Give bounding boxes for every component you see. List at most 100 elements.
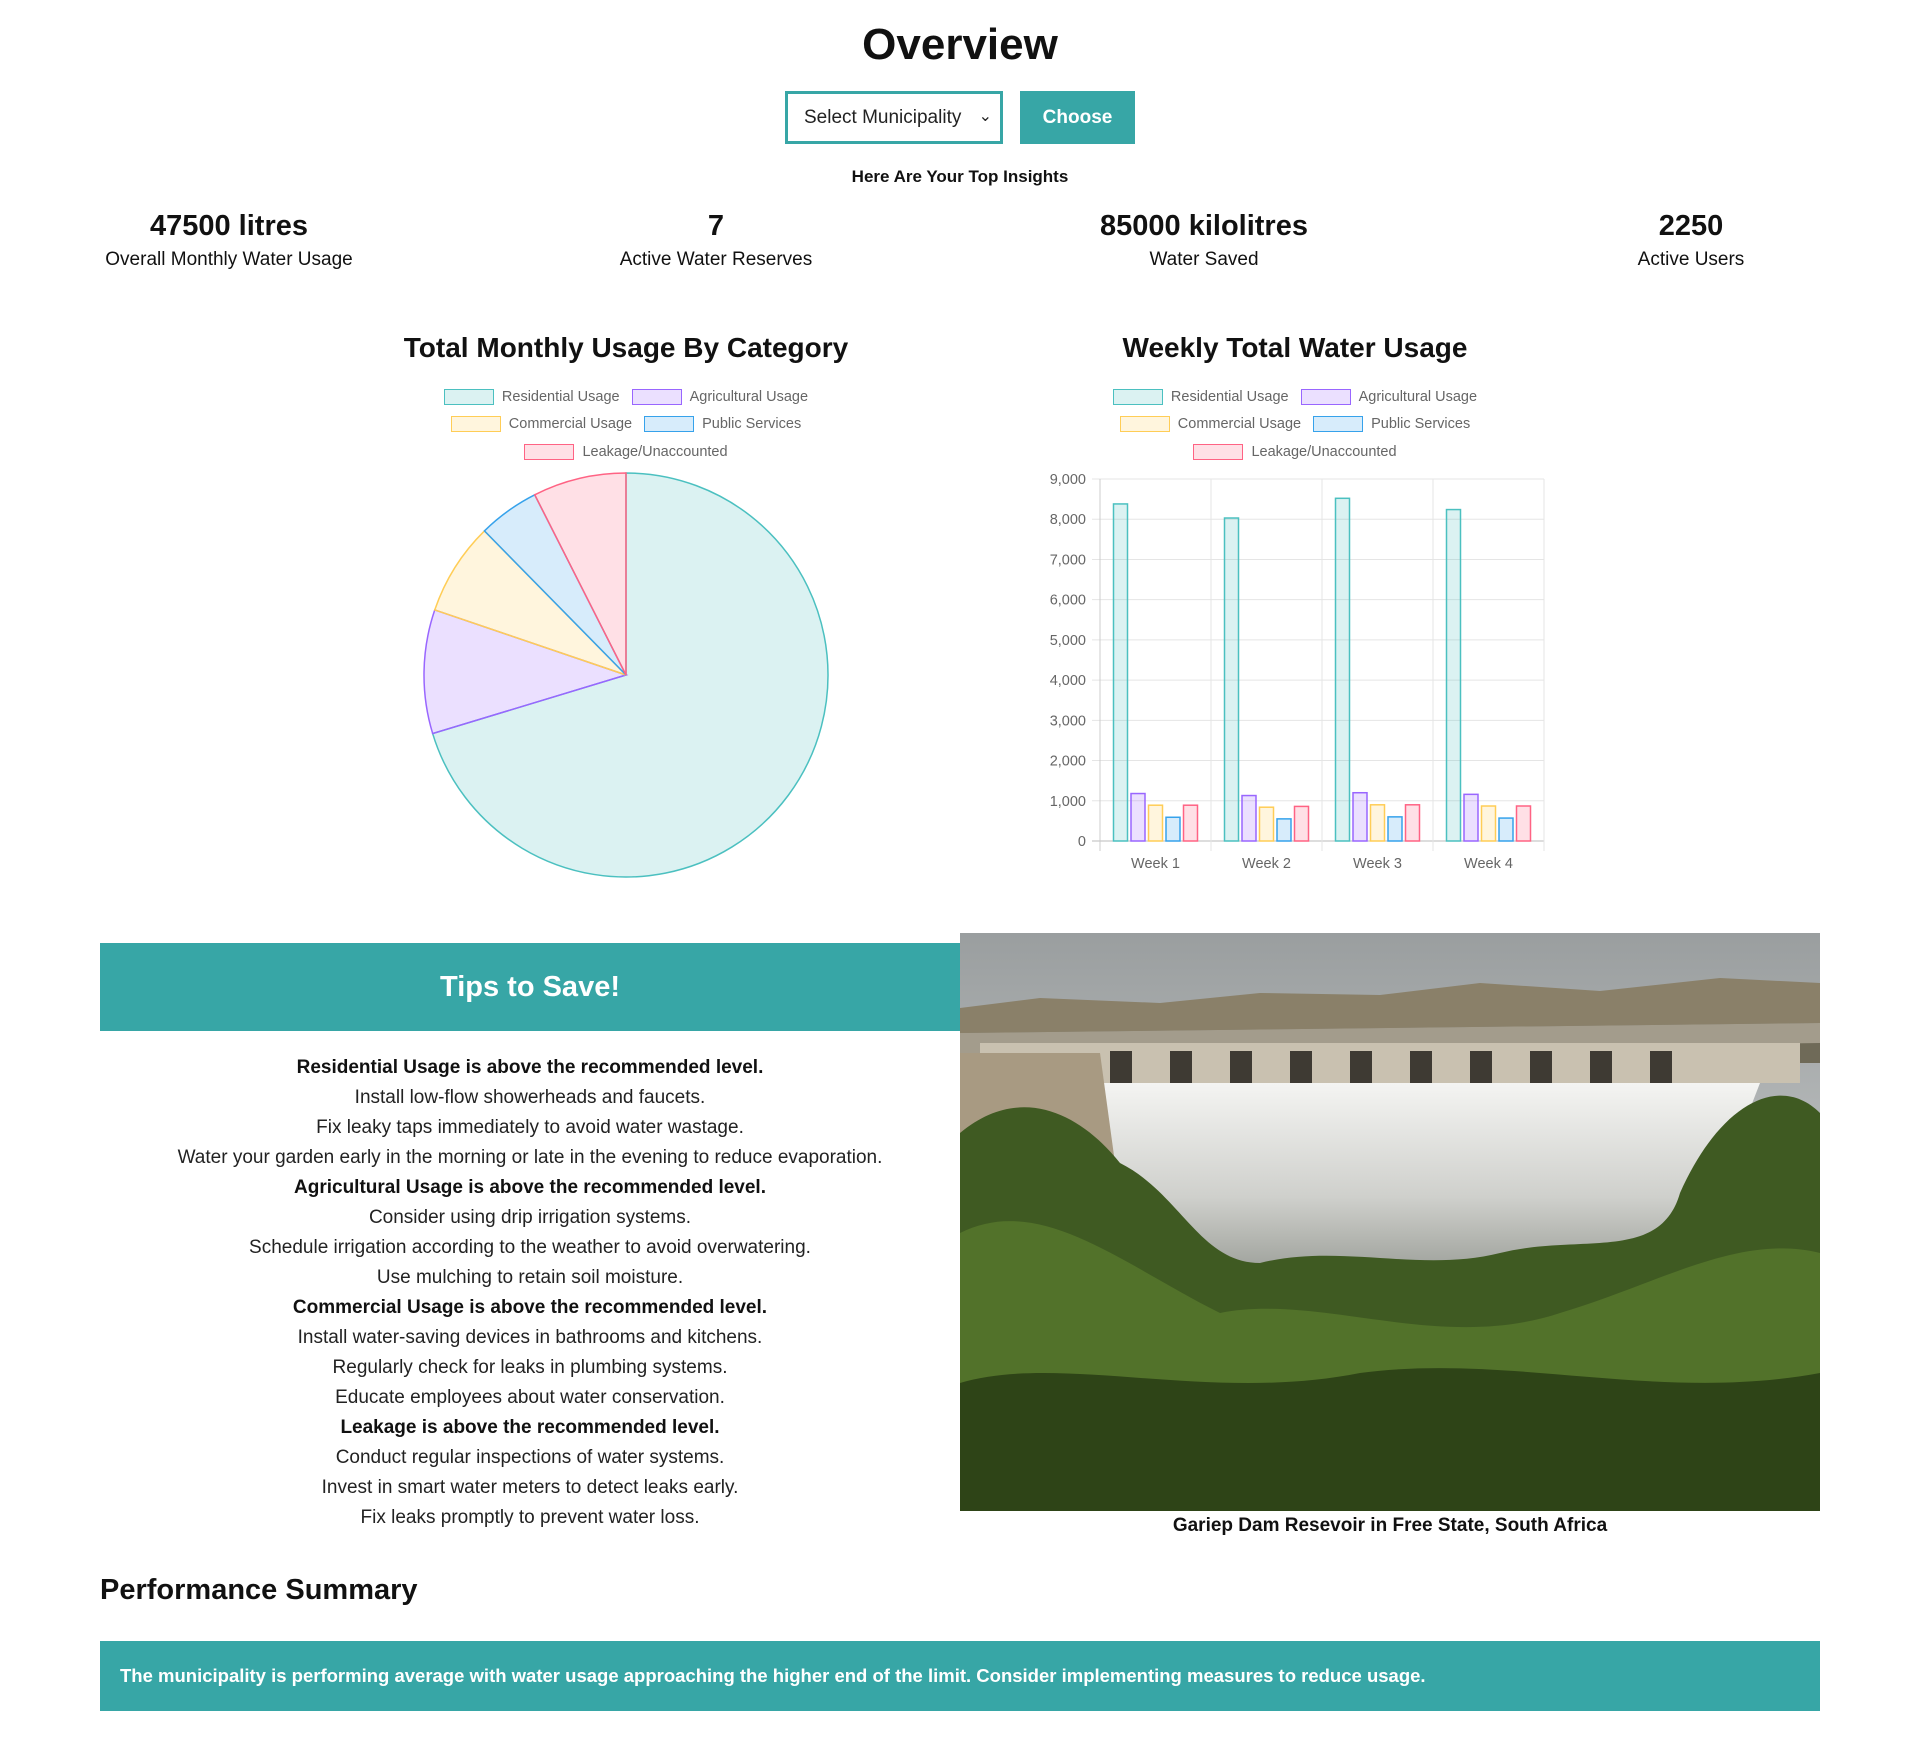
tip-item: Water your garden early in the morning o… bbox=[177, 1147, 883, 1168]
dam-photo bbox=[960, 933, 1820, 1511]
municipality-select[interactable]: Select Municipality ⌄ bbox=[785, 91, 1003, 144]
y-tick-label: 0 bbox=[1078, 834, 1086, 850]
legend-label: Residential Usage bbox=[501, 388, 620, 405]
legend-swatch bbox=[1119, 416, 1170, 433]
legend-item[interactable]: Commercial Usage bbox=[450, 416, 633, 433]
legend-item[interactable]: Leakage/Unaccounted bbox=[1193, 443, 1397, 460]
y-tick-label: 7,000 bbox=[1050, 552, 1086, 568]
tip-item: Install water-saving devices in bathroom… bbox=[297, 1327, 763, 1348]
tip-heading: Leakage is above the recommended level. bbox=[340, 1417, 720, 1438]
bar bbox=[1352, 791, 1368, 842]
bar bbox=[1241, 794, 1257, 842]
select-value: Select Municipality bbox=[804, 106, 962, 128]
bar bbox=[1223, 517, 1240, 842]
y-tick-label: 4,000 bbox=[1050, 673, 1086, 689]
stat-water-saved: 85000 kilolitres Water Saved bbox=[969, 210, 1439, 271]
bar bbox=[1293, 805, 1310, 842]
choose-button[interactable]: Choose bbox=[1020, 91, 1135, 144]
insights-heading: Here Are Your Top Insights bbox=[851, 167, 1069, 186]
pie-chart-title: Total Monthly Usage By Category bbox=[403, 332, 849, 363]
bar-chart-title: Weekly Total Water Usage bbox=[1122, 332, 1468, 363]
legend-item[interactable]: Residential Usage bbox=[443, 388, 620, 405]
stat-label: Active Water Reserves bbox=[619, 249, 813, 270]
legend-label: Leakage/Unaccounted bbox=[582, 443, 728, 460]
bar-legend: Residential Usage Agricultural Usage Comme… bbox=[995, 383, 1595, 466]
legend-label: Public Services bbox=[1371, 416, 1471, 433]
stat-label: Active Users bbox=[1637, 249, 1745, 270]
legend-swatch bbox=[524, 443, 575, 460]
legend-item[interactable]: Public Services bbox=[1313, 416, 1471, 433]
tip-heading: Commercial Usage is above the recommende… bbox=[292, 1297, 768, 1318]
stat-value: 47500 litres bbox=[149, 210, 308, 242]
bar bbox=[1445, 508, 1462, 842]
legend-swatch bbox=[450, 416, 501, 433]
legend-label: Commercial Usage bbox=[508, 416, 633, 433]
y-tick-label: 5,000 bbox=[1050, 633, 1086, 649]
tips-list: Residential Usage is above the recommend… bbox=[100, 1053, 960, 1533]
legend-item[interactable]: Residential Usage bbox=[1112, 388, 1289, 405]
legend-label: Agricultural Usage bbox=[1358, 388, 1478, 405]
legend-label: Public Services bbox=[702, 416, 802, 433]
bar bbox=[1463, 793, 1479, 842]
legend-item[interactable]: Public Services bbox=[644, 416, 802, 433]
x-tick-label: Week 1 bbox=[1131, 856, 1180, 872]
legend-swatch bbox=[1112, 388, 1163, 405]
tip-item: Schedule irrigation according to the wea… bbox=[249, 1237, 811, 1258]
stat-label: Overall Monthly Water Usage bbox=[105, 249, 353, 270]
stat-value: 85000 kilolitres bbox=[1100, 210, 1308, 242]
legend-item[interactable]: Agricultural Usage bbox=[631, 388, 809, 405]
tips-header: Tips to Save! bbox=[100, 943, 960, 1031]
bar bbox=[1276, 818, 1292, 842]
y-tick-label: 6,000 bbox=[1050, 593, 1086, 609]
legend-label: Leakage/Unaccounted bbox=[1251, 443, 1397, 460]
legend-swatch bbox=[1313, 416, 1364, 433]
pie-slice bbox=[533, 472, 627, 676]
bar bbox=[1480, 805, 1497, 842]
y-tick-label: 2,000 bbox=[1050, 754, 1086, 770]
chevron-down-icon: ⌄ bbox=[978, 108, 992, 125]
bar bbox=[1404, 804, 1421, 842]
stat-value: 2250 bbox=[1658, 210, 1724, 242]
y-tick-label: 3,000 bbox=[1050, 713, 1086, 729]
bar bbox=[1130, 792, 1146, 842]
legend-swatch bbox=[1300, 388, 1351, 405]
legend-swatch bbox=[644, 416, 695, 433]
tip-heading: Agricultural Usage is above the recommen… bbox=[294, 1177, 766, 1198]
x-tick-label: Week 4 bbox=[1464, 856, 1513, 872]
stat-active-users: 2250 Active Users bbox=[1456, 210, 1920, 271]
y-tick-label: 9,000 bbox=[1050, 472, 1086, 488]
tip-item: Invest in smart water meters to detect l… bbox=[321, 1477, 739, 1498]
page-title: Overview bbox=[862, 20, 1058, 69]
tip-item: Conduct regular inspections of water sys… bbox=[335, 1447, 725, 1468]
bar bbox=[1258, 806, 1275, 842]
legend-item[interactable]: Leakage/Unaccounted bbox=[524, 443, 728, 460]
bar bbox=[1387, 816, 1403, 842]
legend-swatch bbox=[1193, 443, 1244, 460]
legend-item[interactable]: Commercial Usage bbox=[1119, 416, 1301, 433]
pie-slice bbox=[431, 472, 829, 878]
bar bbox=[1498, 817, 1514, 842]
bar bbox=[1112, 503, 1129, 842]
photo-caption: Gariep Dam Resevoir in Free State, South… bbox=[1172, 1515, 1608, 1536]
bar bbox=[1334, 497, 1351, 842]
bar bbox=[1147, 804, 1164, 842]
legend-swatch bbox=[631, 388, 682, 405]
tip-item: Consider using drip irrigation systems. bbox=[368, 1207, 692, 1228]
tip-item: Fix leaks promptly to prevent water loss… bbox=[360, 1507, 700, 1528]
performance-summary-title: Performance Summary bbox=[100, 1574, 418, 1606]
y-tick-label: 1,000 bbox=[1050, 794, 1086, 810]
bar bbox=[1165, 816, 1181, 842]
stat-water-reserves: 7 Active Water Reserves bbox=[481, 210, 951, 271]
legend-item[interactable]: Agricultural Usage bbox=[1300, 388, 1478, 405]
performance-summary-message: The municipality is performing average w… bbox=[100, 1641, 1820, 1711]
stat-value: 7 bbox=[707, 210, 725, 242]
legend-label: Agricultural Usage bbox=[689, 388, 809, 405]
pie-legend: Residential Usage Agricultural Usage Comme… bbox=[326, 383, 926, 466]
bar bbox=[1182, 804, 1199, 842]
x-tick-label: Week 2 bbox=[1242, 856, 1291, 872]
tip-item: Fix leaky taps immediately to avoid wate… bbox=[316, 1117, 744, 1138]
legend-label: Residential Usage bbox=[1170, 388, 1289, 405]
stat-label: Water Saved bbox=[1149, 249, 1259, 270]
pie-slice bbox=[423, 608, 629, 735]
y-tick-label: 8,000 bbox=[1050, 512, 1086, 528]
